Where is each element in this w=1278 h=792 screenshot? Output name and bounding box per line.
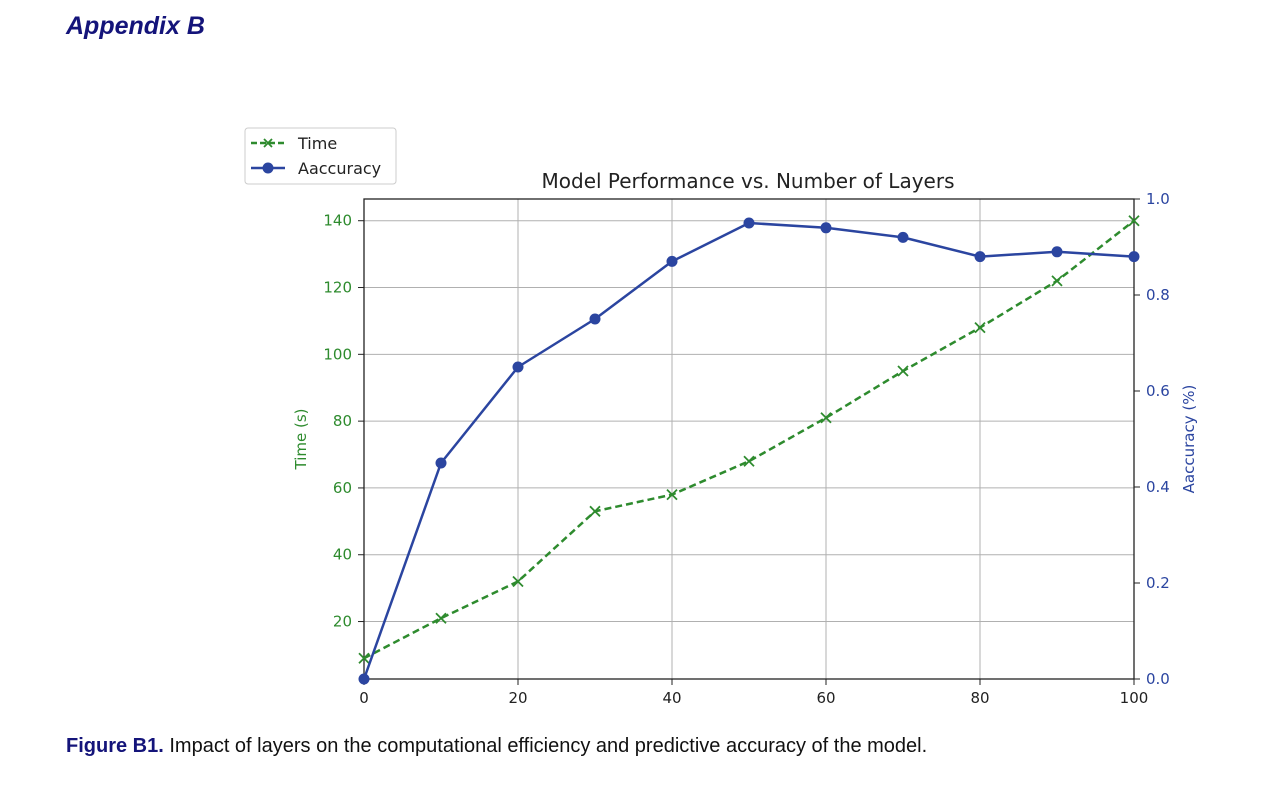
x-tick-label: 0	[359, 689, 369, 707]
plot-frame	[363, 198, 1135, 680]
y-right-tick-label: 1.0	[1146, 190, 1170, 208]
data-point-accuracy	[666, 255, 678, 267]
x-tick-label: 60	[816, 689, 835, 707]
y-left-tick-label: 60	[333, 479, 352, 497]
x-tick-label: 80	[970, 689, 989, 707]
data-point-time	[512, 575, 524, 588]
legend-time-marker	[263, 138, 273, 148]
data-point-accuracy	[1128, 251, 1140, 263]
axes: 0 20 40 60 80 100 20 40 60 80 100 120 140 0.0 0.2 0.4 0.…	[323, 190, 1170, 707]
data-point-time	[1051, 275, 1063, 287]
data-point-time	[897, 365, 909, 377]
data-point-time	[1128, 215, 1140, 227]
data-point-accuracy	[589, 313, 601, 325]
y-left-tick-label: 120	[323, 279, 352, 297]
x-tick-label: 20	[508, 689, 527, 707]
data-point-accuracy	[897, 231, 909, 243]
figure-caption-text: Impact of layers on the computational ef…	[163, 735, 928, 757]
data-point-accuracy	[512, 361, 524, 373]
y-axis-right-label: Aaccuracy (%)	[1180, 385, 1198, 494]
y-right-tick-label: 0.4	[1146, 478, 1170, 496]
data-point-time	[974, 321, 986, 334]
legend-accuracy-label: Aaccuracy	[298, 159, 381, 178]
series-line-time	[363, 219, 1135, 660]
y-right-tick-label: 0.6	[1146, 382, 1170, 400]
data-point-accuracy	[435, 457, 447, 469]
data-point-time	[358, 652, 370, 664]
chart-title: Model Performance vs. Number of Layers	[542, 169, 955, 193]
legend-accuracy-marker	[262, 162, 274, 174]
y-right-tick-label: 0.8	[1146, 286, 1170, 304]
y-right-tick-label: 0.0	[1146, 670, 1170, 688]
y-left-tick-label: 40	[333, 546, 352, 564]
data-point-accuracy	[358, 673, 370, 685]
data-point-time	[743, 455, 755, 467]
data-point-time	[589, 505, 601, 517]
legend: Time Aaccuracy	[244, 127, 397, 185]
x-tick-label: 100	[1120, 689, 1149, 707]
y-left-tick-label: 20	[333, 613, 352, 631]
data-point-time	[435, 612, 447, 624]
appendix-heading: Appendix B	[66, 12, 205, 40]
figure-caption: Figure B1. Impact of layers on the compu…	[66, 735, 927, 758]
y-left-tick-label: 100	[323, 345, 352, 363]
grid-lines	[363, 199, 1135, 679]
data-point-accuracy	[974, 251, 986, 263]
series-line-aaccuracy	[362, 221, 1135, 680]
y-axis-left-label: Time (s)	[292, 409, 310, 471]
figure-label: Figure B1.	[66, 735, 164, 757]
data-point-accuracy	[1051, 246, 1063, 258]
data-point-time	[820, 412, 832, 424]
series-lines	[358, 215, 1140, 685]
y-left-tick-label: 80	[333, 412, 352, 430]
y-right-tick-label: 0.2	[1146, 574, 1170, 592]
legend-time-label: Time	[297, 134, 337, 153]
y-left-tick-label: 140	[323, 212, 352, 230]
data-point-accuracy	[743, 217, 755, 229]
data-point-time	[666, 488, 678, 501]
data-point-accuracy	[820, 222, 832, 234]
x-tick-label: 40	[662, 689, 681, 707]
